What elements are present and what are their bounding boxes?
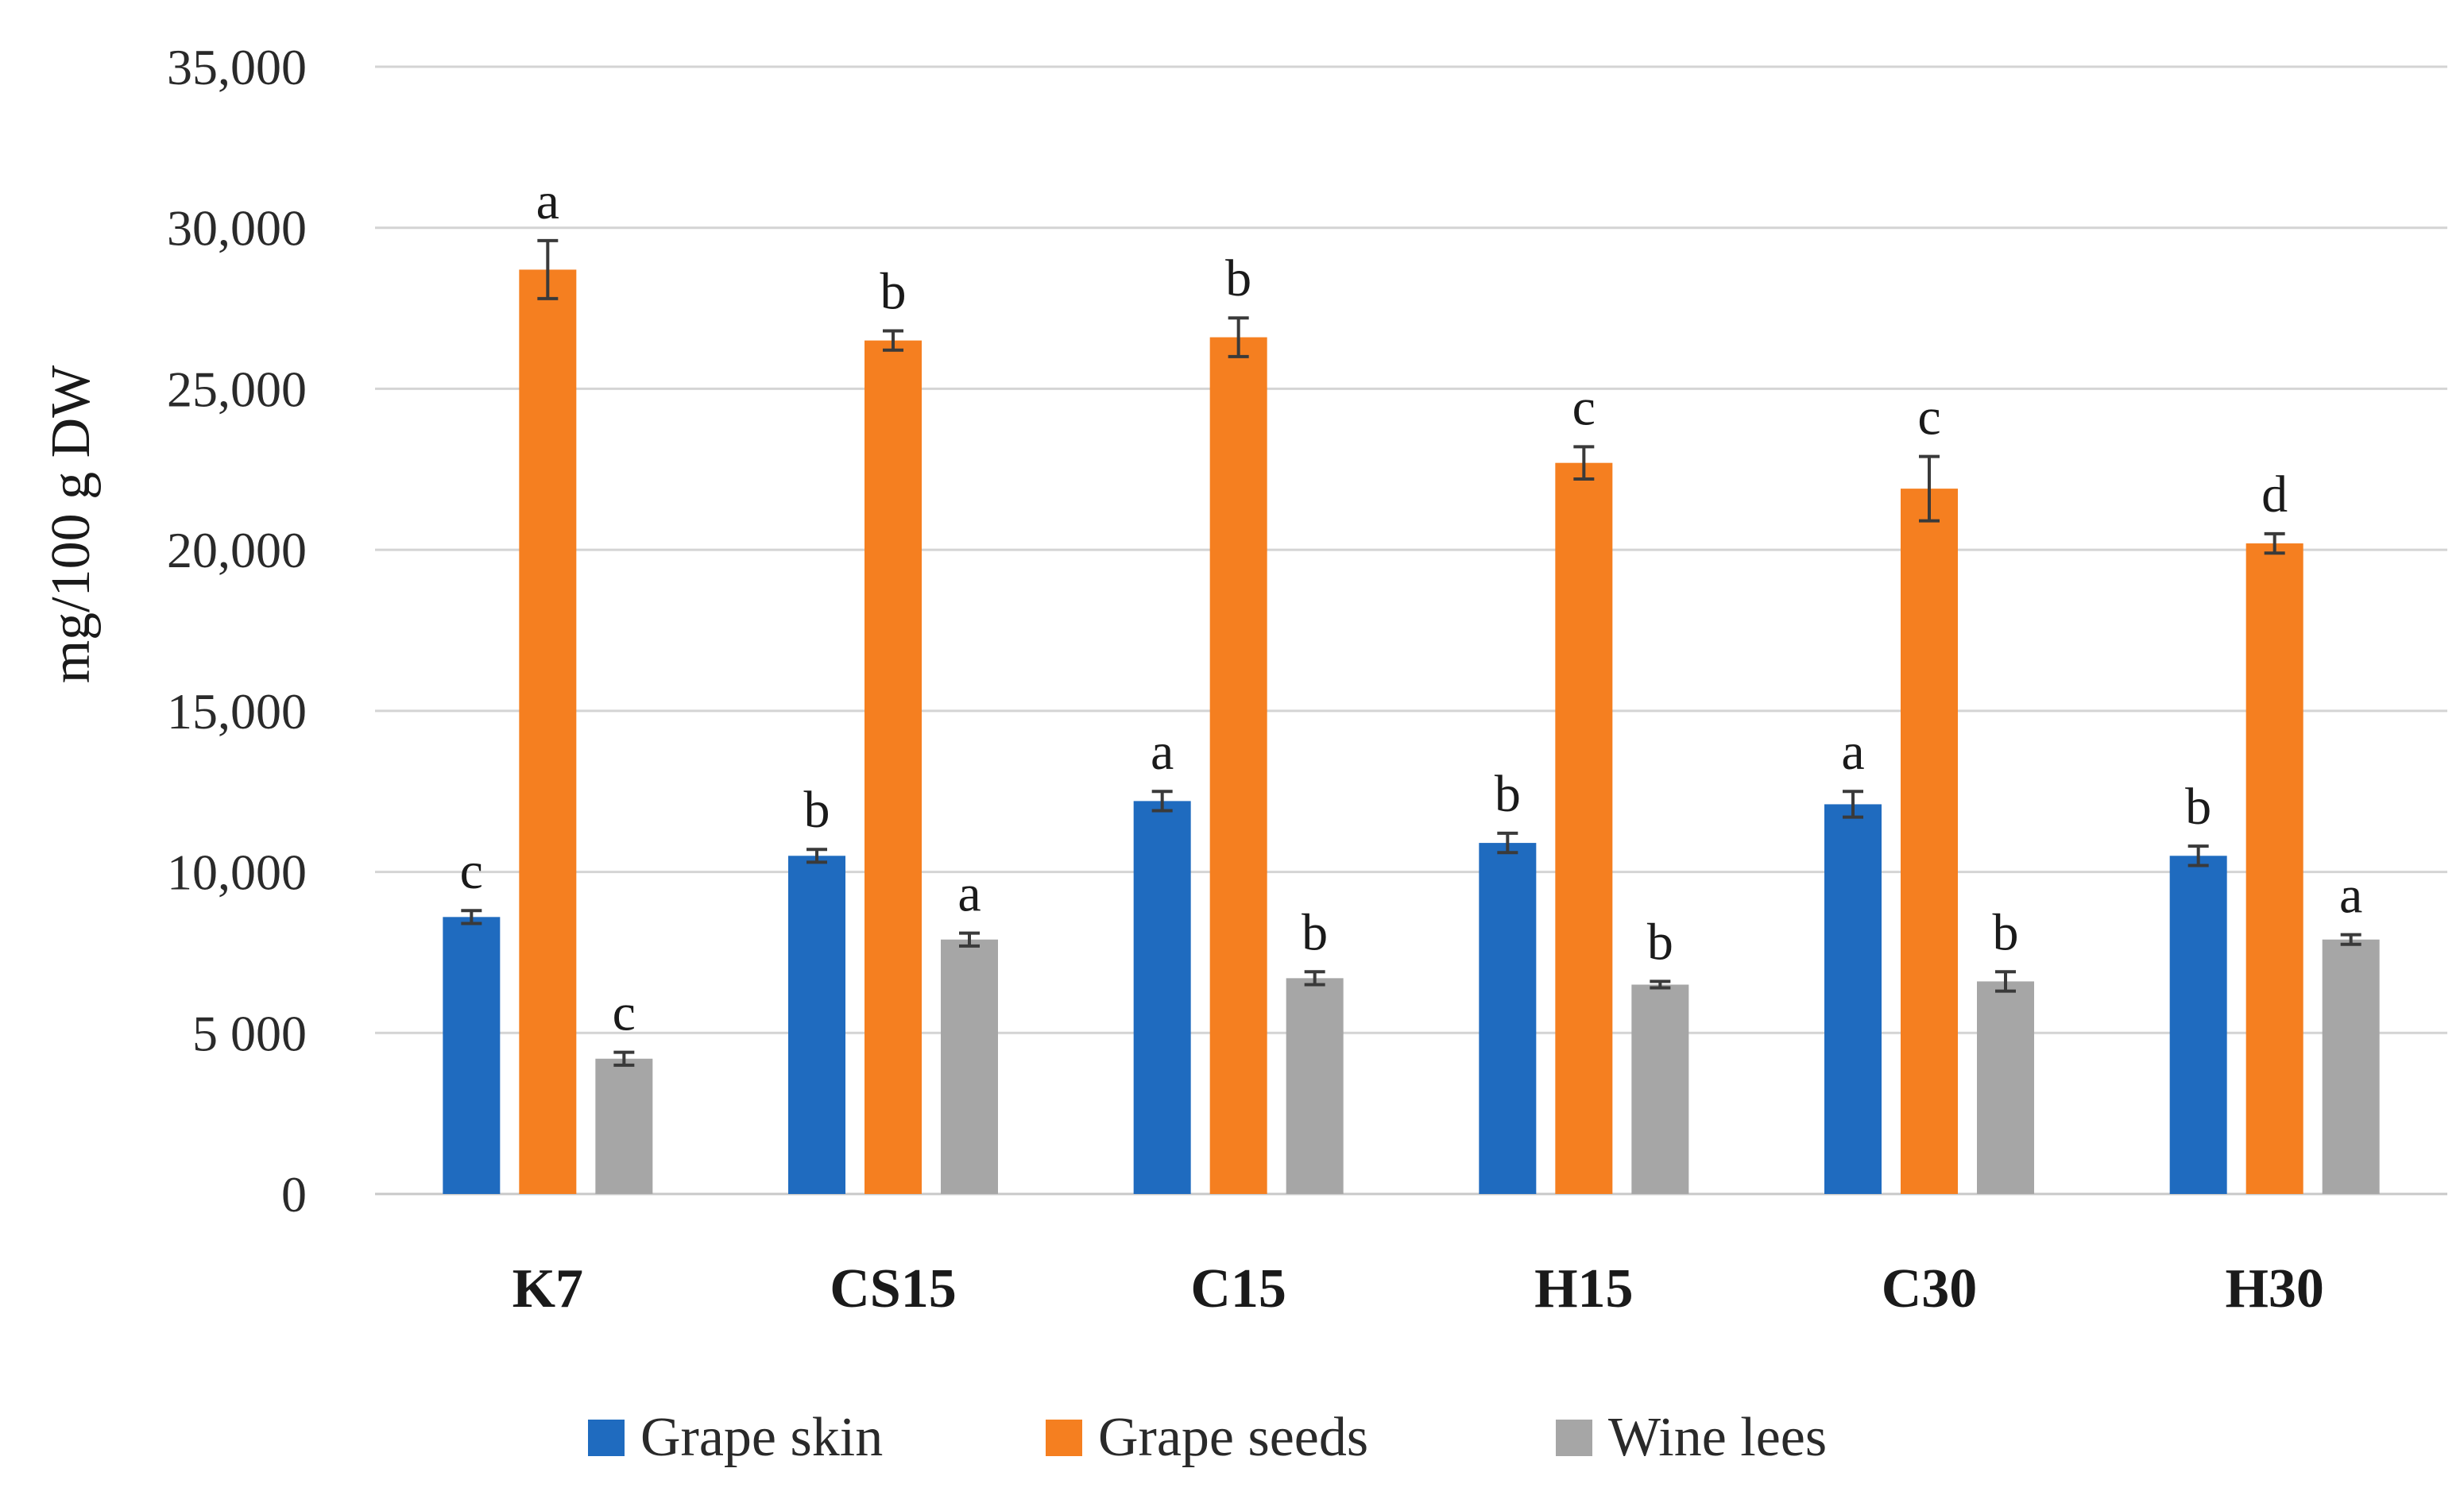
- y-tick-label-1: 5 000: [192, 1005, 307, 1061]
- error-bar-H30-1: [2264, 531, 2285, 555]
- legend-swatch: [588, 1420, 625, 1456]
- bar-C30-1: [1901, 489, 1958, 1194]
- error-bar-H30-2: [2340, 933, 2361, 946]
- y-tick-label-4: 20,000: [167, 522, 307, 578]
- bar-C15-1: [1209, 337, 1267, 1194]
- legend: Grape skin Grape seeds Wine lees: [588, 1407, 1827, 1468]
- error-bar-C30-1: [1919, 454, 1940, 523]
- bar-K7-1: [519, 269, 577, 1194]
- error-bar-C30-2: [1995, 970, 2016, 993]
- sig-letter-K7-2: c: [613, 984, 636, 1042]
- bar-H30-1: [2245, 543, 2303, 1194]
- bar-C30-2: [1977, 981, 2034, 1194]
- y-tick-label-5: 25,000: [167, 361, 307, 417]
- legend-item-2: Wine lees: [1556, 1407, 1827, 1468]
- bar-K7-0: [443, 917, 501, 1194]
- error-bar-C15-1: [1228, 316, 1249, 358]
- sig-letter-H15-1: c: [1572, 378, 1596, 436]
- gridlines: [375, 65, 2447, 1196]
- error-bar-CS15-1: [883, 329, 903, 352]
- sig-letter-CS15-1: b: [880, 262, 907, 320]
- bar-H15-0: [1479, 843, 1537, 1194]
- bar-H30-2: [2322, 939, 2380, 1194]
- legend-label: Wine lees: [1608, 1407, 1827, 1468]
- bar-C15-2: [1286, 978, 1344, 1194]
- error-bar-H15-0: [1497, 831, 1518, 855]
- legend-label: Grape skin: [640, 1407, 883, 1468]
- x-tick-label-C30: C30: [1882, 1258, 1978, 1319]
- sig-letter-CS15-0: b: [804, 781, 830, 839]
- x-tick-label-H15: H15: [1534, 1258, 1633, 1319]
- error-bar-K7-1: [537, 238, 559, 300]
- error-bar-C30-0: [1843, 790, 1863, 819]
- error-bar-H30-0: [2187, 844, 2209, 867]
- y-tick-label-3: 15,000: [167, 683, 307, 740]
- error-bar-CS15-0: [807, 848, 827, 864]
- error-bar-H15-1: [1573, 445, 1595, 481]
- y-axis-ticks: 0 5 000 10,000 15,000 20,000 25,000 30,000 35,0…: [167, 39, 307, 1223]
- legend-item-0: Grape skin: [588, 1407, 883, 1468]
- error-bars: [461, 238, 2361, 1067]
- error-bar-K7-2: [613, 1050, 635, 1067]
- legend-label: Grape seeds: [1098, 1407, 1368, 1468]
- legend-swatch: [1556, 1420, 1592, 1456]
- bar-CS15-1: [865, 340, 922, 1195]
- y-tick-label-6: 30,000: [167, 200, 307, 257]
- x-axis-categories: K7 CS15 C15 H15 C30 H30: [513, 1258, 2324, 1319]
- sig-letter-C30-2: b: [1993, 903, 2019, 961]
- sig-letter-K7-0: c: [460, 842, 483, 900]
- error-bar-C15-2: [1304, 970, 1325, 987]
- error-bar-C15-0: [1151, 790, 1173, 813]
- legend-swatch: [1046, 1420, 1082, 1456]
- x-tick-label-H30: H30: [2225, 1258, 2323, 1319]
- bar-C30-0: [1824, 804, 1882, 1194]
- x-tick-label-CS15: CS15: [830, 1258, 956, 1319]
- bar-H15-2: [1631, 984, 1689, 1194]
- y-tick-label-0: 0: [281, 1166, 307, 1223]
- sig-letter-C15-1: b: [1225, 249, 1251, 307]
- sig-letter-H30-2: a: [2339, 867, 2362, 925]
- sig-letter-H15-0: b: [1495, 765, 1521, 823]
- x-tick-label-C15: C15: [1190, 1258, 1286, 1319]
- bars: [443, 269, 2380, 1195]
- bar-CS15-2: [941, 939, 998, 1194]
- bar-CS15-0: [788, 856, 845, 1194]
- legend-item-1: Grape seeds: [1046, 1407, 1368, 1468]
- sig-letter-K7-1: a: [536, 172, 559, 230]
- sig-letter-C30-1: c: [1917, 388, 1940, 446]
- sig-letter-H15-2: b: [1647, 913, 1673, 971]
- error-bar-CS15-2: [959, 931, 980, 948]
- sig-letter-C15-2: b: [1302, 903, 1328, 961]
- error-bar-H15-2: [1650, 979, 1671, 990]
- error-bar-K7-0: [461, 909, 482, 925]
- y-tick-label-2: 10,000: [167, 844, 307, 901]
- x-tick-label-K7: K7: [513, 1258, 583, 1319]
- bar-K7-2: [595, 1058, 653, 1194]
- sig-letter-H30-1: d: [2261, 466, 2288, 524]
- y-tick-label-7: 35,000: [167, 39, 307, 95]
- significance-letters: c a c b b a a b b b c b a c b b d a: [460, 172, 2363, 1042]
- sig-letter-C30-0: a: [1841, 723, 1864, 781]
- sig-letter-CS15-2: a: [957, 865, 981, 923]
- bar-C15-0: [1133, 801, 1191, 1194]
- bar-H30-0: [2169, 856, 2227, 1194]
- bar-H15-1: [1555, 462, 1613, 1194]
- y-axis-label: mg/100 g DW: [41, 365, 102, 684]
- sig-letter-H30-0: b: [2185, 778, 2211, 836]
- sig-letter-C15-0: a: [1151, 723, 1174, 781]
